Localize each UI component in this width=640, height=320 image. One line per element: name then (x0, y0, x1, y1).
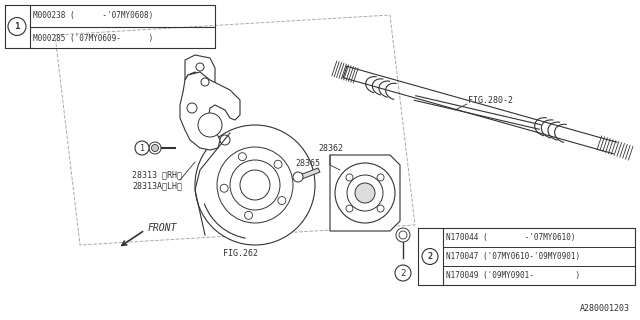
Circle shape (346, 174, 353, 181)
Text: FIG.262: FIG.262 (223, 249, 257, 258)
Circle shape (220, 135, 230, 145)
Circle shape (238, 153, 246, 161)
Circle shape (201, 78, 209, 86)
Text: 1: 1 (14, 22, 20, 31)
Text: 28313 〈RH〉: 28313 〈RH〉 (132, 171, 182, 180)
Circle shape (422, 249, 438, 265)
Text: 28365: 28365 (295, 158, 320, 167)
Circle shape (240, 170, 270, 200)
Text: N170049 ('09MY0901-         ): N170049 ('09MY0901- ) (446, 271, 580, 280)
Text: M000285 ('07MY0609-      ): M000285 ('07MY0609- ) (33, 34, 153, 43)
Circle shape (135, 141, 149, 155)
Circle shape (335, 163, 395, 223)
Circle shape (396, 228, 410, 242)
Circle shape (278, 196, 286, 204)
Circle shape (195, 125, 315, 245)
Circle shape (274, 160, 282, 168)
Text: 2: 2 (428, 252, 433, 261)
Text: FIG.280-2: FIG.280-2 (468, 95, 513, 105)
Circle shape (346, 205, 353, 212)
Circle shape (217, 147, 293, 223)
Polygon shape (185, 55, 215, 98)
Circle shape (149, 142, 161, 154)
Text: 2: 2 (400, 268, 406, 277)
Circle shape (220, 184, 228, 192)
Text: 28313A〈LH〉: 28313A〈LH〉 (132, 181, 182, 190)
Polygon shape (300, 168, 320, 179)
Text: N170044 (        -'07MY0610): N170044 ( -'07MY0610) (446, 233, 575, 242)
Circle shape (395, 265, 411, 281)
Circle shape (347, 175, 383, 211)
Circle shape (293, 172, 303, 182)
Circle shape (377, 205, 384, 212)
Text: FRONT: FRONT (148, 223, 177, 233)
Text: N170047 ('07MY0610-'09MY0901): N170047 ('07MY0610-'09MY0901) (446, 252, 580, 261)
Text: M000238 (      -'07MY0608): M000238 ( -'07MY0608) (33, 11, 153, 20)
Circle shape (244, 211, 253, 219)
Polygon shape (180, 72, 240, 150)
Circle shape (196, 63, 204, 71)
Circle shape (355, 183, 375, 203)
Circle shape (377, 174, 384, 181)
Polygon shape (330, 155, 400, 231)
Circle shape (198, 113, 222, 137)
Text: 1: 1 (140, 143, 145, 153)
Text: 28362: 28362 (318, 143, 343, 153)
Circle shape (187, 103, 197, 113)
Circle shape (8, 18, 26, 36)
Text: A280001203: A280001203 (580, 304, 630, 313)
Circle shape (399, 231, 407, 239)
Circle shape (230, 160, 280, 210)
Circle shape (152, 145, 159, 151)
